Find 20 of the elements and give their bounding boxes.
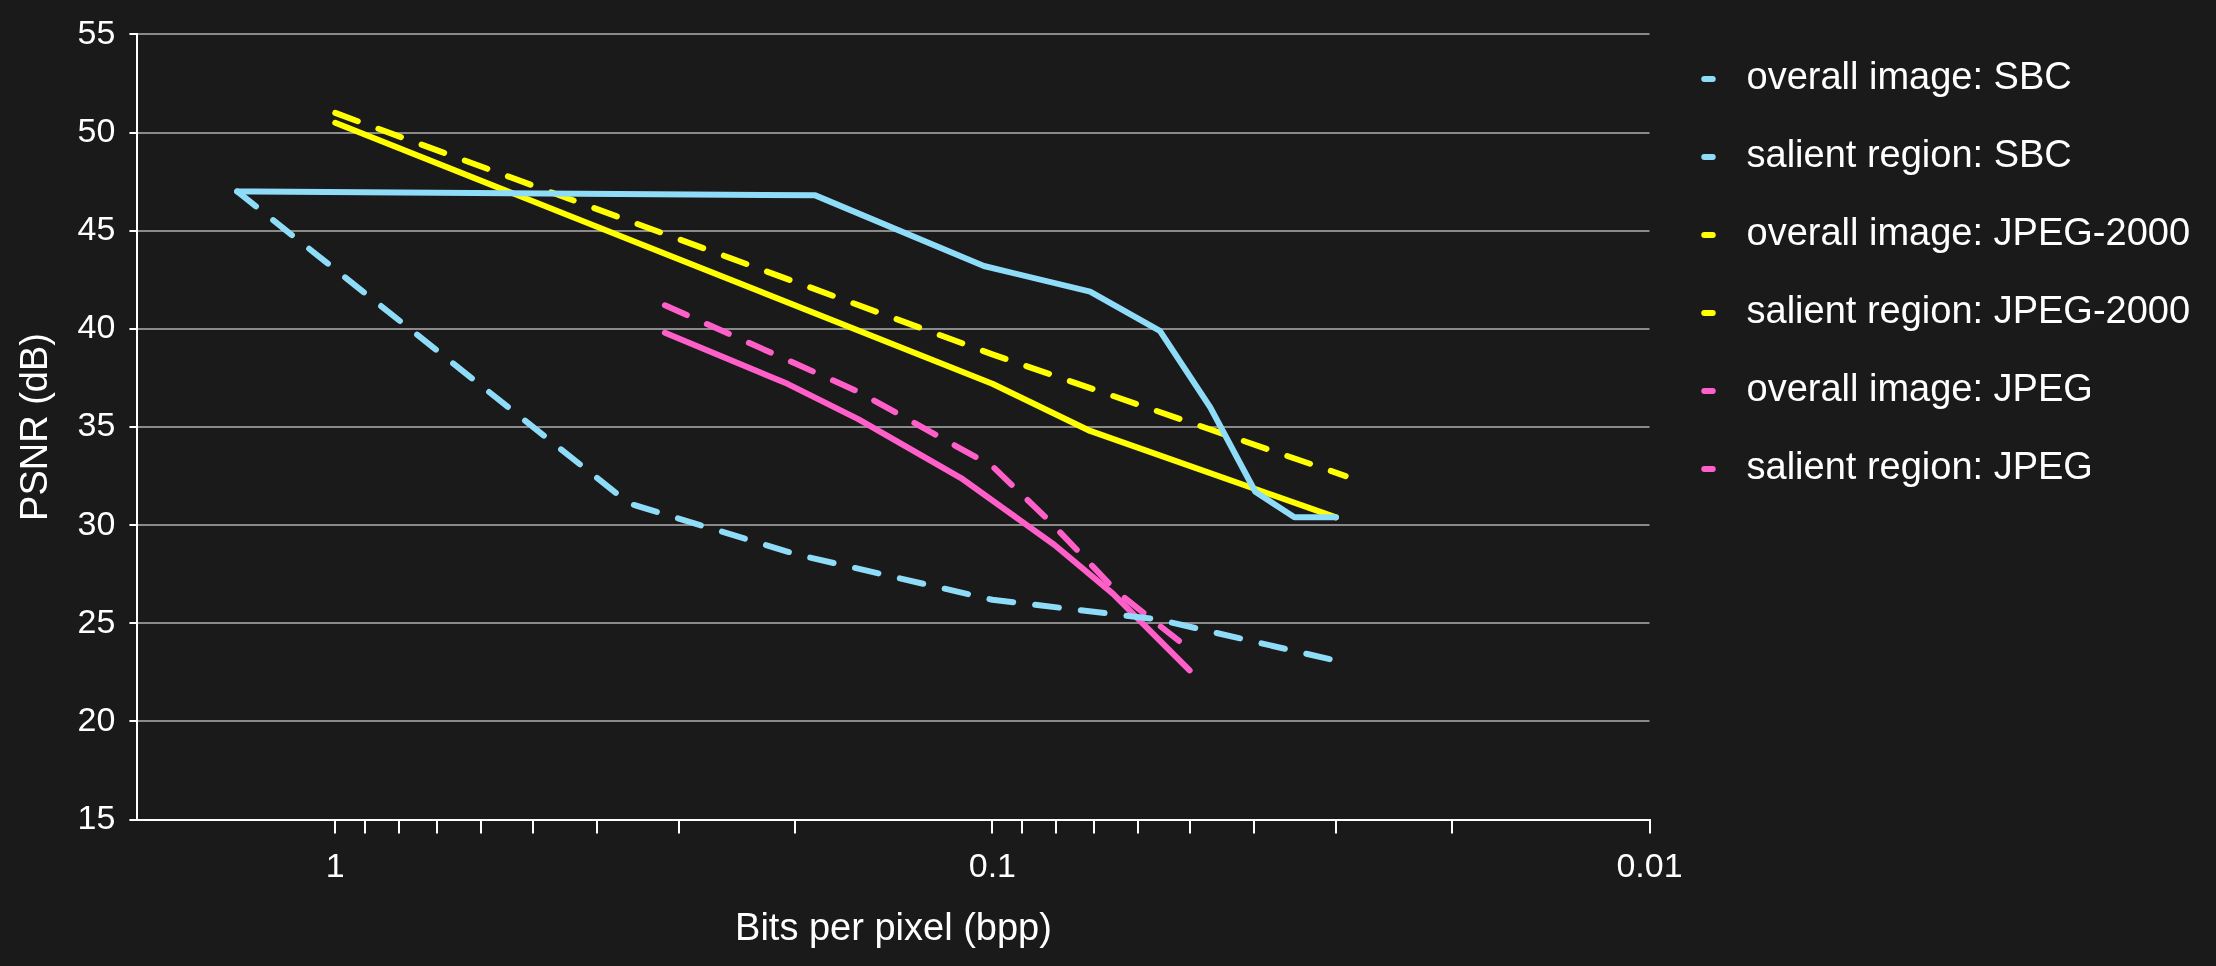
x-tick-label: 0.1 bbox=[968, 846, 1016, 885]
y-tick-label: 50 bbox=[77, 110, 116, 149]
legend-label: salient region: JPEG bbox=[1746, 445, 2093, 488]
legend-label: overall image: SBC bbox=[1746, 55, 2072, 98]
x-tick-label: 0.01 bbox=[1616, 846, 1683, 885]
legend-label: overall image: JPEG bbox=[1746, 367, 2093, 410]
y-tick-label: 25 bbox=[77, 601, 116, 640]
y-tick-label: 35 bbox=[77, 405, 116, 444]
legend-label: salient region: SBC bbox=[1746, 133, 2072, 176]
y-tick-label: 30 bbox=[77, 503, 116, 542]
y-axis-title: PSNR (dB) bbox=[13, 333, 56, 521]
legend-label: overall image: JPEG-2000 bbox=[1746, 211, 2191, 254]
x-tick-label: 1 bbox=[325, 846, 345, 885]
y-tick-label: 15 bbox=[77, 797, 116, 836]
y-tick-label: 20 bbox=[77, 699, 116, 738]
y-tick-label: 55 bbox=[77, 12, 116, 51]
y-tick-label: 40 bbox=[77, 307, 116, 346]
legend-label: salient region: JPEG-2000 bbox=[1746, 289, 2191, 332]
y-tick-label: 45 bbox=[77, 209, 116, 248]
x-axis-title: Bits per pixel (bpp) bbox=[735, 905, 1052, 948]
